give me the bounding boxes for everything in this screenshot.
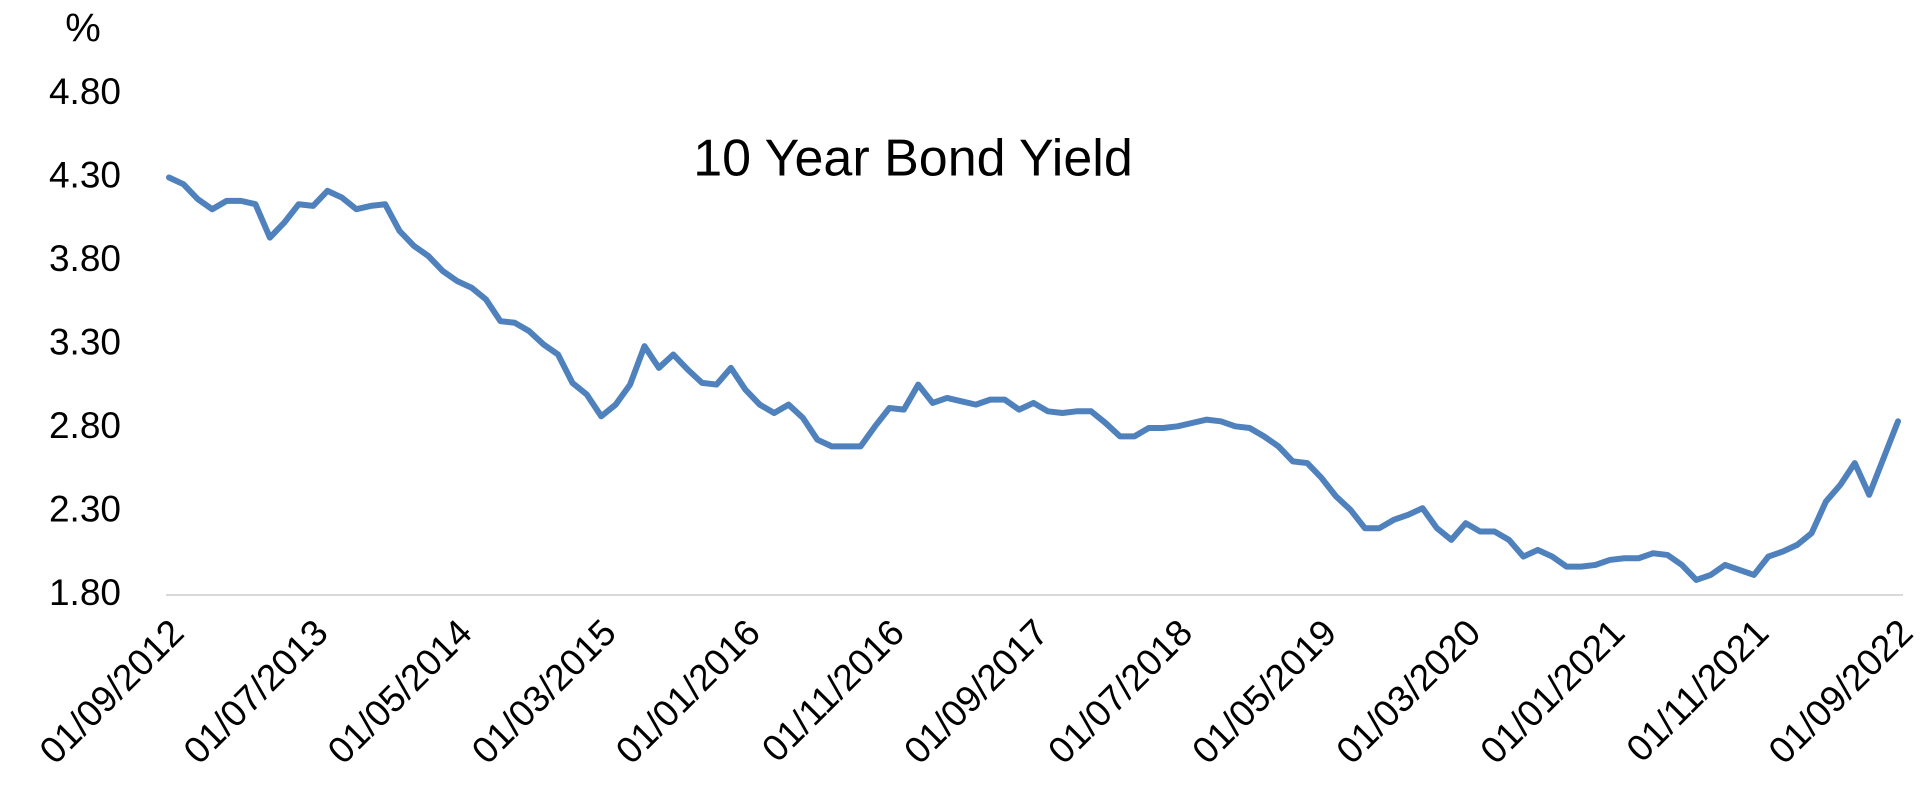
y-tick-label: 2.30 [49,488,121,529]
x-tick-label: 01/03/2020 [1328,612,1488,772]
x-tick-label: 01/05/2019 [1184,612,1344,772]
x-tick-label: 01/09/2017 [896,612,1056,772]
x-tick-label: 01/07/2013 [176,612,336,772]
x-tick-label: 01/09/2022 [1761,612,1921,772]
x-tick-label: 01/09/2012 [32,612,192,772]
data-line [166,174,1901,583]
y-tick-label: 1.80 [49,572,121,613]
y-axis-label: % [65,7,101,51]
x-tick-label: 01/11/2016 [754,612,912,770]
y-tick-label: 3.30 [49,321,121,362]
x-tick-label: 01/01/2021 [1472,612,1632,772]
x-tick-label: 01/01/2016 [608,612,768,772]
y-tick-label: 2.80 [49,405,121,446]
y-tick-label: 4.30 [49,154,121,195]
chart-annotation: 10 Year Bond Yield [693,130,1133,188]
x-tick-label: 01/05/2014 [320,612,480,772]
x-tick-label: 01/07/2018 [1040,612,1200,772]
x-tick-label: 01/03/2015 [464,612,624,772]
y-tick-label: 3.80 [49,238,121,279]
x-tick-label: 01/11/2021 [1618,612,1776,770]
y-tick-label: 4.80 [49,71,121,112]
